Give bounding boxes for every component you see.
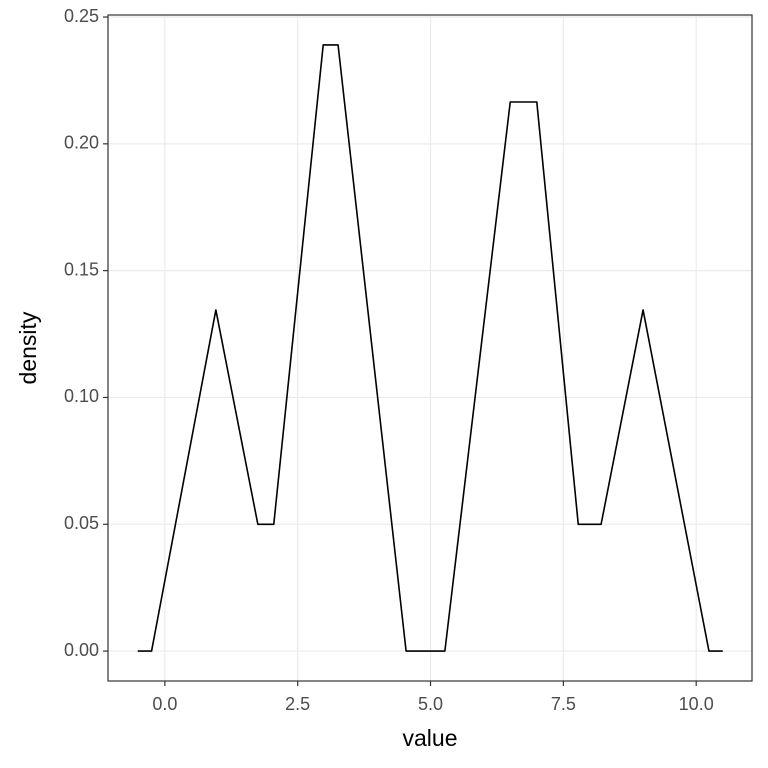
y-tick-label: 0.05 (64, 513, 99, 533)
y-tick-label: 0.10 (64, 386, 99, 406)
x-tick-label: 10.0 (679, 694, 714, 714)
panel-border (107, 14, 753, 682)
y-tick-label: 0.20 (64, 133, 99, 153)
x-tick-label: 2.5 (285, 694, 310, 714)
x-tick-label: 0.0 (152, 694, 177, 714)
line (137, 44, 723, 652)
y-tick-label: 0.25 (64, 6, 99, 26)
x-tick-label: 5.0 (418, 694, 443, 714)
y-tick-label: 0.00 (64, 640, 99, 660)
x-axis-title: value (403, 725, 458, 751)
y-axis-title: density (15, 311, 41, 384)
y-tick-label: 0.15 (64, 259, 99, 279)
x-tick-label: 7.5 (551, 694, 576, 714)
